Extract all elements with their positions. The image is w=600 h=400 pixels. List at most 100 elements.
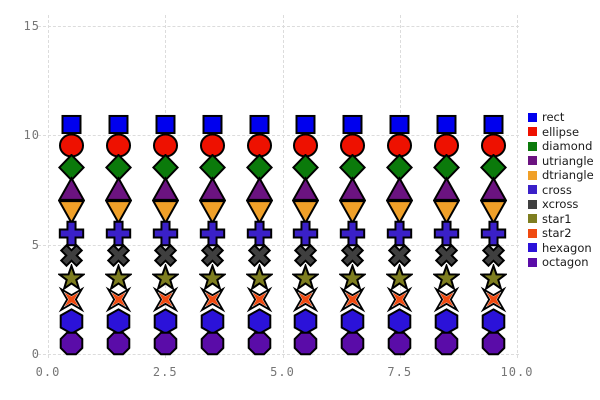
marker-octagon	[106, 331, 131, 355]
marker-star2	[386, 286, 413, 313]
marker-dtriangle	[433, 200, 461, 225]
marker-utriangle	[57, 176, 85, 202]
gridline-x	[48, 15, 49, 358]
gridline-x	[282, 15, 284, 358]
y-tick-label: 10	[23, 128, 40, 142]
legend-item: star1	[528, 212, 594, 227]
legend-item: dtriangle	[528, 168, 594, 183]
marker-rect	[436, 114, 457, 134]
gridline-y	[38, 354, 519, 355]
marker-utriangle	[339, 176, 367, 202]
marker-utriangle	[245, 176, 273, 202]
marker-octagon	[153, 331, 178, 355]
x-tick-label: 2.5	[152, 365, 178, 379]
marker-utriangle	[433, 176, 461, 202]
marker-star2	[152, 286, 179, 313]
marker-star1	[480, 263, 508, 291]
marker-utriangle	[151, 176, 179, 202]
legend-swatch-cross	[528, 185, 537, 195]
marker-dtriangle	[480, 200, 508, 225]
marker-dtriangle	[151, 200, 179, 225]
legend-label: star1	[542, 211, 572, 226]
legend-label: cross	[542, 182, 572, 197]
legend-label: utriangle	[542, 153, 594, 168]
x-tick-label: 0.0	[35, 365, 61, 379]
legend-swatch-dtriangle	[528, 170, 537, 180]
legend-label: octagon	[542, 255, 589, 270]
marker-xcross	[106, 243, 130, 268]
marker-dtriangle	[245, 200, 273, 225]
marker-star1	[339, 263, 367, 291]
legend-swatch-ellipse	[528, 127, 537, 137]
marker-octagon	[341, 331, 365, 355]
legend-label: hexagon	[542, 240, 592, 255]
legend-swatch-star2	[528, 228, 537, 238]
gridline-y	[38, 244, 519, 246]
marker-xcross	[294, 243, 318, 268]
marker-utriangle	[480, 176, 508, 202]
legend-item: octagon	[528, 255, 594, 270]
legend-label: rect	[542, 110, 565, 125]
legend-item: star2	[528, 226, 594, 241]
legend-swatch-xcross	[528, 199, 537, 209]
marker-xcross	[200, 243, 224, 268]
legend-swatch-diamond	[528, 141, 537, 151]
legend-label: xcross	[542, 197, 579, 212]
legend-label: ellipse	[542, 124, 580, 139]
marker-xcross	[153, 243, 177, 268]
marker-octagon	[434, 331, 459, 355]
marker-star2	[339, 286, 366, 313]
marker-octagon	[59, 331, 84, 355]
marker-xcross	[388, 243, 412, 268]
legend-swatch-utriangle	[528, 156, 537, 166]
marker-star1	[433, 263, 461, 291]
marker-dtriangle	[104, 200, 132, 225]
gridline-y	[38, 135, 519, 136]
x-tick-label: 5.0	[270, 365, 295, 379]
legend-item: diamond	[528, 139, 594, 154]
marker-star2	[293, 286, 319, 313]
marker-xcross	[59, 243, 84, 268]
y-tick-label: 5	[31, 237, 40, 252]
gridline-y	[38, 25, 519, 27]
marker-star1	[104, 263, 132, 291]
marker-rect	[202, 114, 223, 134]
marker-rect	[61, 114, 82, 134]
marker-star2	[105, 286, 132, 313]
marker-dtriangle	[339, 200, 367, 225]
marker-dtriangle	[57, 200, 85, 225]
legend-label: dtriangle	[542, 168, 594, 183]
marker-star2	[480, 286, 507, 313]
marker-octagon	[200, 331, 224, 355]
marker-xcross	[341, 243, 365, 268]
marker-utriangle	[386, 176, 414, 202]
legend-swatch-rect	[528, 112, 537, 122]
marker-star2	[433, 286, 460, 313]
legend-item: hexagon	[528, 241, 594, 256]
legend-swatch-hexagon	[528, 243, 537, 253]
marker-utriangle	[104, 176, 132, 202]
marker-rect	[249, 114, 270, 134]
x-tick-label: 7.5	[387, 365, 413, 379]
marker-rect	[295, 114, 316, 134]
legend-label: star2	[542, 226, 572, 241]
gridline-x	[517, 15, 518, 358]
legend-item: xcross	[528, 197, 594, 212]
marker-star1	[198, 263, 226, 291]
marker-utriangle	[198, 176, 226, 202]
legend-swatch-star1	[528, 214, 537, 224]
legend-swatch-octagon	[528, 257, 537, 267]
legend-label: diamond	[542, 139, 593, 154]
marker-utriangle	[292, 176, 320, 202]
marker-star2	[246, 286, 272, 313]
marker-star1	[151, 263, 179, 291]
marker-rect	[342, 114, 363, 134]
marker-rect	[108, 114, 129, 134]
x-tick-label: 10.0	[500, 365, 534, 379]
marker-rect	[389, 114, 410, 134]
marker-xcross	[481, 243, 506, 268]
legend-item: utriangle	[528, 154, 594, 169]
marker-dtriangle	[386, 200, 414, 225]
marker-xcross	[434, 243, 459, 268]
